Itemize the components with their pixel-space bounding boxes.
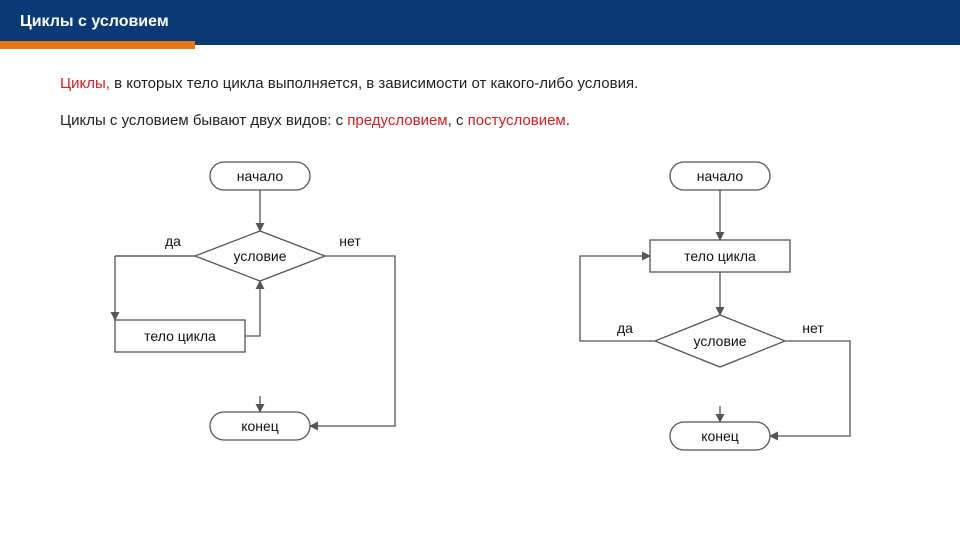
svg-text:тело цикла: тело цикла	[684, 248, 756, 264]
svg-text:тело цикла: тело цикла	[144, 328, 216, 344]
svg-text:условие: условие	[234, 248, 287, 264]
slide-header: Циклы с условием	[0, 0, 960, 45]
line2-a: Циклы с условием бывают двух видов: с	[60, 112, 347, 129]
lead-rest: в которых тело цикла выполняется, в зави…	[110, 75, 638, 92]
svg-text:условие: условие	[694, 333, 747, 349]
svg-text:конец: конец	[701, 428, 739, 444]
slide-title: Циклы с условием	[0, 0, 960, 31]
flowchart-svg: да нет начало условие тело цикла конец да нет на…	[60, 146, 900, 496]
svg-text:конец: конец	[241, 418, 279, 434]
line2-c: .	[566, 112, 570, 129]
svg-text:начало: начало	[237, 168, 284, 184]
svg-text:нет: нет	[802, 320, 824, 336]
svg-text:нет: нет	[339, 233, 361, 249]
intro-line-1: Циклы, в которых тело цикла выполняется,…	[60, 73, 900, 96]
svg-text:начало: начало	[697, 168, 744, 184]
intro-line-2: Циклы с условием бывают двух видов: с пр…	[60, 110, 900, 133]
lead-word: Циклы,	[60, 75, 110, 92]
svg-text:да: да	[617, 320, 633, 336]
flowchart-panel: да нет начало условие тело цикла конец да нет на…	[60, 146, 900, 496]
line2-b: , с	[448, 112, 468, 129]
svg-text:да: да	[165, 233, 181, 249]
precondition-word: предусловием	[347, 112, 447, 129]
content-area: Циклы, в которых тело цикла выполняется,…	[0, 45, 960, 496]
postcondition-word: постусловием	[468, 112, 566, 129]
